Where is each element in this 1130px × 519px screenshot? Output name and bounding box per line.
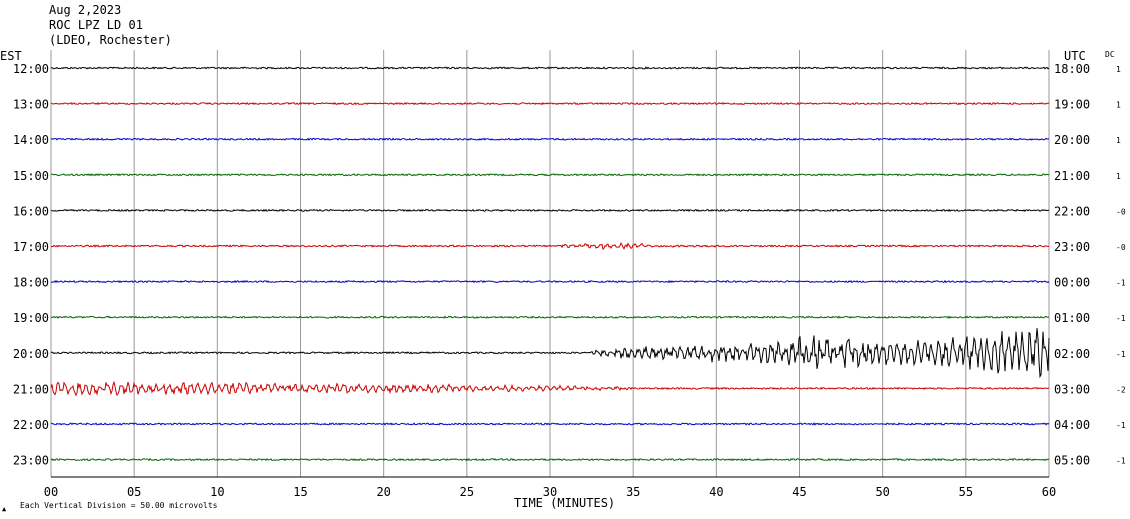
x-tick-label: 20 [376,485,390,499]
dc-column-label: DC [1105,50,1115,59]
utc-tick-label: 00:00 [1054,276,1090,290]
utc-axis-label: UTC [1064,49,1086,63]
x-tick-label: 25 [460,485,474,499]
est-tick-label: 21:00 [13,382,49,396]
dc-value-label: -2 [1116,385,1126,394]
grid-lines [50,50,1050,478]
dc-value-label: 1 [1116,101,1121,110]
utc-tick-label: 04:00 [1054,418,1090,432]
trace-line-1800 [50,279,1050,284]
x-tick-label: 15 [293,485,307,499]
dc-value-label: -1 [1116,279,1126,288]
x-tick-label: 50 [875,485,889,499]
trace-line-2000 [50,328,1050,379]
est-tick-label: 16:00 [13,204,49,218]
x-tick-label: 00 [44,485,58,499]
est-tick-label: 14:00 [13,133,49,147]
vertical-division-note: Each Vertical Division = 50.00 microvolt… [20,501,218,510]
utc-tick-label: 21:00 [1054,169,1090,183]
x-tick-label: 35 [626,485,640,499]
x-tick-label: 45 [792,485,806,499]
x-tick-label: 05 [127,485,141,499]
trace-line-2100 [50,380,1050,397]
est-tick-label: 12:00 [13,62,49,76]
dc-value-label: -1 [1116,457,1126,466]
trace-group [50,66,1050,462]
trace-line-1500 [51,173,1050,177]
axis-labels: EST UTC DC TIME (MINUTES) Each Vertical … [0,49,1115,513]
utc-tick-label: 23:00 [1054,240,1090,254]
header-date: Aug 2,2023 [49,3,122,17]
header-location: (LDEO, Rochester) [49,33,172,47]
footer-mark-icon: ▲ [2,505,7,513]
dc-value-label: 1 [1116,65,1121,74]
trace-line-1200 [50,66,1050,70]
utc-tick-label: 01:00 [1054,311,1090,325]
x-tick-label: 60 [1042,485,1056,499]
x-tick-label: 30 [543,485,557,499]
trace-line-1900 [50,315,1050,319]
dc-value-label: 1 [1116,136,1121,145]
x-tick-label: 55 [959,485,973,499]
dc-value-label: -1 [1116,421,1126,430]
dc-value-label: -1 [1116,350,1126,359]
utc-tick-label: 19:00 [1054,98,1090,112]
est-tick-label: 17:00 [13,240,49,254]
est-axis-label: EST [0,49,22,63]
est-tick-label: 19:00 [13,311,49,325]
trace-line-1300 [50,101,1050,106]
trace-line-1400 [50,137,1049,141]
trace-line-2200 [50,422,1050,426]
est-tick-label: 23:00 [13,454,49,468]
trace-line-1600 [50,208,1050,213]
x-tick-label: 40 [709,485,723,499]
est-tick-label: 15:00 [13,169,49,183]
dc-value-label: -0 [1116,243,1126,252]
utc-tick-label: 20:00 [1054,133,1090,147]
dc-value-label: 1 [1116,172,1121,181]
est-tick-label: 22:00 [13,418,49,432]
utc-tick-label: 22:00 [1054,204,1090,218]
utc-tick-label: 03:00 [1054,382,1090,396]
utc-tick-label: 18:00 [1054,62,1090,76]
x-tick-labels: 00 05 10 15 20 25 30 35 40 45 50 55 60 [44,485,1056,499]
x-tick-label: 10 [210,485,224,499]
dc-value-label: -1 [1116,314,1126,323]
header-station: ROC LPZ LD 01 [49,18,143,32]
utc-tick-label: 02:00 [1054,347,1090,361]
est-tick-label: 13:00 [13,98,49,112]
trace-line-2300 [50,457,1050,462]
x-axis-title: TIME (MINUTES) [514,496,615,510]
utc-tick-label: 05:00 [1054,454,1090,468]
dc-value-label: -0 [1116,207,1126,216]
est-tick-label: 20:00 [13,347,49,361]
trace-line-1700 [50,241,1050,251]
row-labels: 12:00 18:00 1 13:00 19:00 1 14:00 20:00 1 15:00 21… [13,62,1126,468]
est-tick-label: 18:00 [13,276,49,290]
